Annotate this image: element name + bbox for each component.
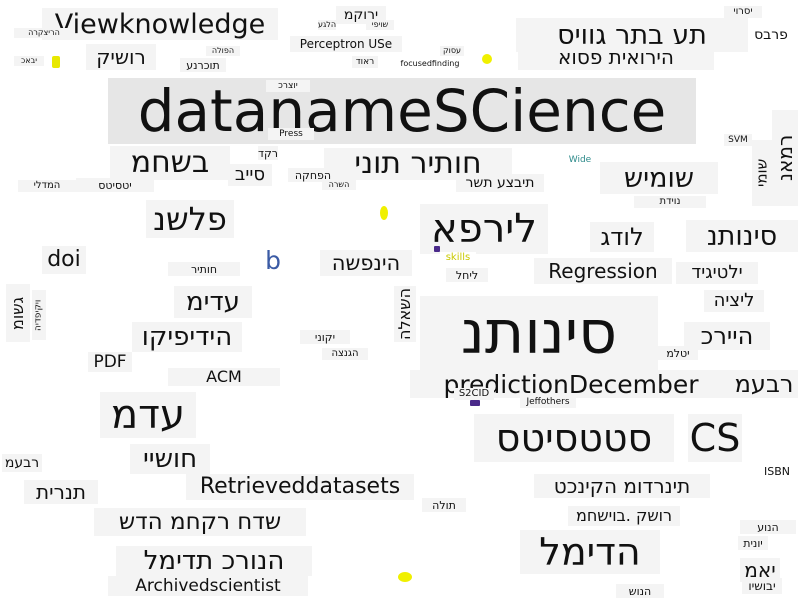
word-tivtza-tashar: תיבצע תשר <box>456 174 544 192</box>
word-misc-15: רקד <box>258 146 278 160</box>
word-sinunetn: סינותנ <box>420 296 658 370</box>
word-misc-3: תוכרנע <box>180 58 226 72</box>
word-misc-13: ליחל <box>446 268 488 282</box>
word-hidipikio: הידיפיקו <box>132 322 242 352</box>
word-statistics-he: סטטסיטס <box>474 414 674 462</box>
word-misc-16: ויקיפדיה <box>32 290 46 340</box>
word-tinrodum: תינרדומ הקינכט <box>534 474 710 498</box>
word-misc-20: יטלמ <box>658 346 698 360</box>
accent-dot <box>482 54 492 64</box>
word-misc-27: יסרוי <box>724 6 762 18</box>
word-shdah: שדח רקחמ הדש <box>94 508 306 536</box>
word-misc-7: שויפי <box>366 20 394 30</box>
word-misc-23: נוידת <box>634 196 706 208</box>
accent-dot <box>470 400 480 406</box>
word-edim: עדימ <box>174 286 252 318</box>
word-misc-9: ראוד <box>352 56 378 68</box>
word-b: b <box>258 246 288 274</box>
word-tnrit: תנרית <box>24 480 98 504</box>
word-misc-12: השרה <box>322 180 356 190</box>
word-ldag: לודג <box>590 222 654 252</box>
word-shahm: בשחמ <box>110 146 230 180</box>
word-misc-22: יטסיטס <box>76 178 154 192</box>
word-misc-19: הגנצה <box>322 348 368 360</box>
word-hatnpsha: הינפשה <box>320 250 412 276</box>
word-misc-8: עסוק <box>440 46 464 56</box>
word-misc-5: ירוקמ <box>336 6 386 24</box>
word-retrieved-datasets: Retrieveddatasets <box>186 474 414 500</box>
word-misc-10: סייב <box>228 164 272 186</box>
word-perceptron-use: Perceptron USe <box>290 36 402 52</box>
word-misc-26: יונית <box>738 536 768 550</box>
word-hoshii: חושיי <box>130 444 210 474</box>
word-svm: SVM <box>724 134 752 146</box>
word-misc-18: יקוני <box>300 330 350 344</box>
word-revaa-big: רבעמ <box>730 370 798 398</box>
word-datanamescience: datanameSCience <box>108 78 696 144</box>
word-misc-28: יבושיו <box>742 578 782 594</box>
word-cs: CS <box>688 414 742 462</box>
word-misc-6: הלגע <box>318 20 336 30</box>
word-rushk-bushah: רושק .בוישחמ <box>568 506 680 526</box>
word-adam: עדמ <box>100 392 196 438</box>
word-misc-11: הפחקה <box>288 168 338 182</box>
word-skills: skills <box>440 252 476 264</box>
word-regression: Regression <box>534 258 672 284</box>
word-litzia: ליציה <box>704 290 764 312</box>
accent-dot <box>380 206 388 220</box>
word-jeffothers: Jeffothers <box>520 396 576 408</box>
word-gshum: גשומ <box>6 284 30 342</box>
word-sinunit: סינותנ <box>686 220 798 252</box>
word-rushik: רושיק <box>86 44 156 70</box>
word-hiroait-psoa: הירואית פסוא <box>518 44 714 70</box>
word-flshn: פלשנ <box>146 200 234 238</box>
word-pdf: PDF <box>88 352 132 372</box>
word-archived-scientist: Archivedscientist <box>108 576 308 596</box>
word-misc-0: הריצקרה <box>14 28 74 38</box>
word-viewknowledge: Viewknowledge <box>42 8 278 40</box>
word-misc-21: המדלי <box>18 180 76 192</box>
word-shomish: שומיש <box>600 162 718 194</box>
word-misc-29: הנוש <box>616 584 664 598</box>
word-hurnt-mdimal: הנורכ תדימל <box>116 546 312 576</box>
word-misc-2: הפולה <box>206 46 240 56</box>
accent-dot <box>398 572 412 582</box>
word-doi: doi <box>42 246 86 274</box>
word-ramn: רמאנ <box>772 110 798 206</box>
accent-dot <box>52 56 60 68</box>
word-misc-17: השאלה <box>394 286 416 342</box>
word-misc-24: הנוע <box>740 520 796 534</box>
word-s2cid: S2CID <box>454 388 494 400</box>
accent-dot <box>434 246 440 252</box>
word-isbn: ISBN <box>760 464 794 478</box>
word-misc-14: חותיר <box>168 262 240 276</box>
word-focusedfinding: focusedfinding <box>396 58 464 70</box>
word-sarpa: פרבס <box>748 26 794 44</box>
word-press: Press <box>268 128 314 140</box>
word-lirpa: לירפא <box>420 204 548 254</box>
word-shumi: שומי <box>752 140 772 206</box>
word-ilatigid: ילטיגיד <box>676 262 758 284</box>
word-hiirch: היירכ <box>684 322 770 350</box>
word-misc-1: יבאכ <box>14 56 44 66</box>
word-hadimal: הדימל <box>520 530 660 574</box>
word-misc-4: יוצרכ <box>266 80 310 92</box>
word-revaa: רבעמ <box>2 454 42 472</box>
word-misc-25: תולה <box>422 498 466 512</box>
word-wide: Wide <box>566 154 594 166</box>
word-acm: ACM <box>168 368 280 386</box>
